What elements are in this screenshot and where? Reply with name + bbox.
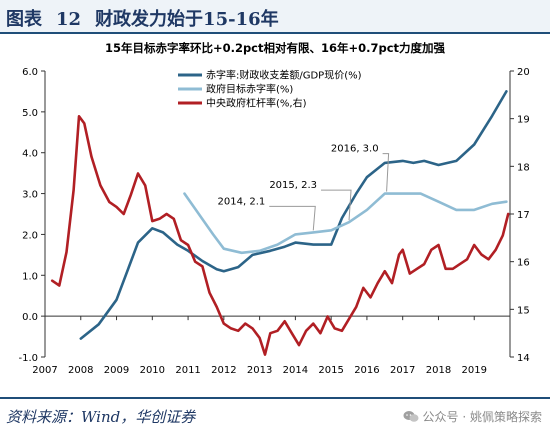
x-tick-label: 2016 xyxy=(354,365,379,376)
y-right-tick-label: 14 xyxy=(517,353,530,364)
x-tick-label: 2011 xyxy=(175,365,200,376)
chart-axes: -1.0 0.0 1.0 2.0 3.0 4.0 5.0 6.0 14 15 16 17 18 19 20 2… xyxy=(18,67,529,376)
x-tick-label: 2017 xyxy=(390,365,415,376)
x-tick-label: 2019 xyxy=(462,365,487,376)
legend: 赤字率:财政收支差额/GDP现价(%)政府目标赤字率(%)中央政府杠杆率(%,右… xyxy=(178,69,362,110)
series-line-2 xyxy=(183,192,508,255)
watermark-text: 公众号 · 姚佩策略探索 xyxy=(422,410,542,424)
annotation-label: 2014, 2.1 xyxy=(218,196,266,207)
x-tick-label: 2015 xyxy=(318,365,343,376)
chart-title: 15年目标赤字率环比+0.2pct相对有限、16年+0.7pct力度加强 xyxy=(105,41,446,55)
annotation-leader xyxy=(269,205,316,231)
x-tick-label: 2014 xyxy=(283,365,308,376)
figure-label: 图表 xyxy=(6,9,42,30)
y-right-tick-label: 20 xyxy=(517,67,530,78)
source-label: 资料来源 xyxy=(6,408,67,426)
series-line-3 xyxy=(50,115,510,356)
watermark: 公众号 · 姚佩策略探索 xyxy=(403,408,542,425)
x-tick-label: 2018 xyxy=(426,365,451,376)
y-right-tick-label: 15 xyxy=(517,305,530,316)
y-right-tick-label: 17 xyxy=(517,210,530,221)
y-left-tick-label: 6.0 xyxy=(22,67,38,78)
figure-title-text: 财政发力始于15-16年 xyxy=(95,9,279,30)
x-tick-label: 2007 xyxy=(32,365,57,376)
figure-title: 图表 12 财政发力始于15-16年 xyxy=(6,5,279,31)
y-left-tick-label: 4.0 xyxy=(22,149,38,160)
wechat-icon xyxy=(403,411,419,422)
x-tick-label: 2009 xyxy=(104,365,129,376)
source-text: Wind，华创证券 xyxy=(81,408,196,426)
y-left-tick-label: 1.0 xyxy=(22,271,38,282)
figure-header: 图表 12 财政发力始于15-16年 xyxy=(0,0,550,34)
y-left-tick-label: 3.0 xyxy=(22,190,38,201)
y-left-tick-label: 5.0 xyxy=(22,108,38,119)
line-chart: 15年目标赤字率环比+0.2pct相对有限、16年+0.7pct力度加强 -1.… xyxy=(18,41,529,376)
y-right-tick-label: 19 xyxy=(517,115,530,126)
figure-footer: 资料来源：Wind，华创证券 公众号 · 姚佩策略探索 xyxy=(0,397,550,431)
x-tick-label: 2010 xyxy=(140,365,165,376)
x-tick-label: 2013 xyxy=(247,365,272,376)
annotation-leader xyxy=(321,189,352,221)
y-left-tick-label: -1.0 xyxy=(18,353,38,364)
annotation-label: 2016, 3.0 xyxy=(331,144,379,155)
annotation-leader xyxy=(382,153,390,192)
y-right-tick-label: 18 xyxy=(517,162,530,173)
y-left-tick-label: 2.0 xyxy=(22,230,38,241)
y-left-tick-label: 0.0 xyxy=(22,312,38,323)
source-note: 资料来源：Wind，华创证券 xyxy=(6,408,196,426)
figure-number: 12 xyxy=(56,9,82,30)
legend-label: 中央政府杠杆率(%,右) xyxy=(206,97,307,110)
legend-label: 政府目标赤字率(%) xyxy=(206,83,293,96)
series-line-1 xyxy=(79,90,508,340)
x-tick-label: 2008 xyxy=(68,365,93,376)
legend-label: 赤字率:财政收支差额/GDP现价(%) xyxy=(206,69,362,82)
series-layer xyxy=(50,90,510,356)
annotation-label: 2015, 2.3 xyxy=(269,180,317,191)
y-right-tick-label: 16 xyxy=(517,258,530,269)
x-tick-label: 2012 xyxy=(211,365,236,376)
